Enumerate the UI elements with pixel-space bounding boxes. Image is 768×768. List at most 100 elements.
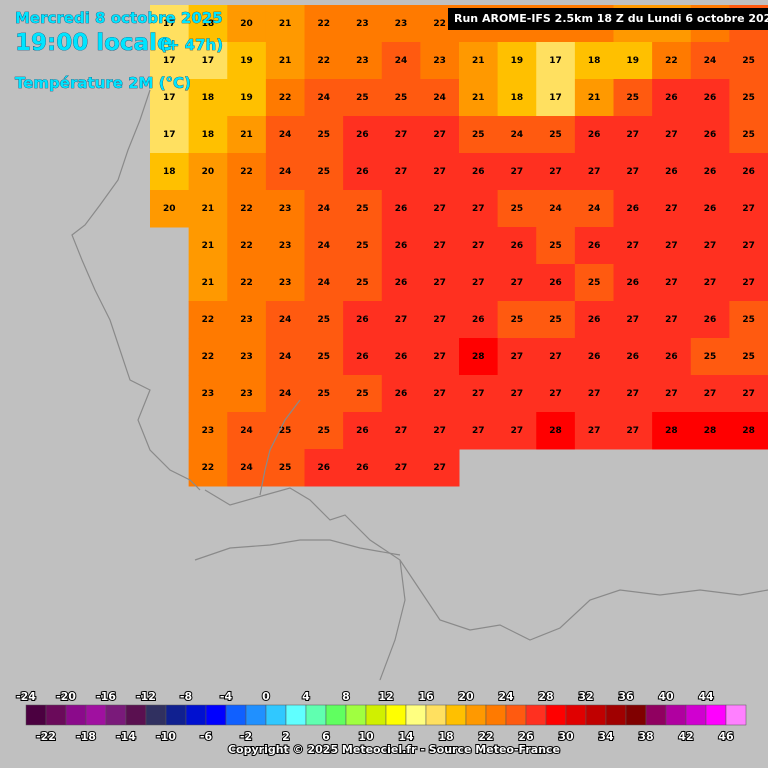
temperature-value: 27: [627, 130, 640, 140]
legend-label: 40: [658, 690, 674, 703]
temperature-cell: [574, 264, 614, 302]
temperature-cell: [613, 190, 653, 228]
legend-swatch: [725, 704, 747, 726]
temperature-cell: [574, 375, 614, 413]
temperature-cell: [343, 153, 383, 191]
temperature-cell: [652, 301, 692, 339]
temperature-value: 27: [588, 389, 601, 399]
temperature-value: 25: [318, 352, 331, 362]
legend-swatch: [665, 704, 687, 726]
temperature-cell: [343, 116, 383, 154]
temperature-value: 26: [395, 204, 408, 214]
temperature-value: 21: [202, 241, 215, 251]
temperature-cell: [265, 338, 305, 376]
temperature-cell: [188, 116, 228, 154]
temperature-cell: [536, 227, 576, 265]
legend-swatch: [405, 704, 427, 726]
temperature-cell: [729, 227, 768, 265]
temperature-cell: [381, 5, 421, 43]
temperature-cell: [304, 227, 344, 265]
run-banner: [448, 8, 768, 30]
temperature-cell: [613, 42, 653, 80]
temperature-value: 22: [240, 278, 253, 288]
temperature-cell: [613, 301, 653, 339]
legend-swatch: [45, 704, 67, 726]
temperature-value: 26: [549, 278, 562, 288]
temperature-value: 25: [395, 93, 408, 103]
temperature-cell: [265, 42, 305, 80]
legend-label: -16: [96, 690, 116, 703]
temperature-value: 27: [472, 278, 485, 288]
temperature-cell: [497, 301, 537, 339]
temperature-cell: [497, 338, 537, 376]
temperature-cell: [536, 116, 576, 154]
temperature-cell: [536, 412, 576, 450]
temperature-value: 18: [163, 167, 176, 177]
coastline: [194, 539, 401, 561]
temperature-cell: [459, 375, 499, 413]
temperature-cell: [690, 79, 730, 117]
temperature-cell: [265, 5, 305, 43]
temperature-cell: [613, 338, 653, 376]
temperature-value: 24: [240, 463, 253, 473]
legend-swatch: [425, 704, 447, 726]
temperature-cell: [304, 116, 344, 154]
temperature-value: 22: [202, 315, 215, 325]
temperature-cell: [729, 301, 768, 339]
temperature-cell: [420, 412, 460, 450]
temperature-value: 26: [665, 167, 678, 177]
temperature-value: 27: [433, 278, 446, 288]
temperature-cell: [690, 42, 730, 80]
temperature-value: 27: [704, 278, 717, 288]
temperature-cell: [265, 153, 305, 191]
temperature-cell: [420, 264, 460, 302]
legend-swatch: [305, 704, 327, 726]
temperature-value: 24: [279, 315, 292, 325]
temperature-value: 26: [704, 167, 717, 177]
coastlines: [71, 89, 768, 681]
temperature-value: 26: [356, 352, 369, 362]
temperature-value: 25: [356, 241, 369, 251]
temperature-cell: [420, 116, 460, 154]
legend-swatch: [565, 704, 587, 726]
temperature-value: 28: [472, 352, 485, 362]
temperature-cell: [304, 338, 344, 376]
temperature-cell: [150, 153, 190, 191]
temperature-value: 20: [240, 19, 253, 29]
temperature-cell: [574, 79, 614, 117]
legend-label: 14: [398, 730, 414, 743]
temperature-value: 17: [163, 130, 176, 140]
legend-swatch: [465, 704, 487, 726]
legend-label: -14: [116, 730, 136, 743]
temperature-cell: [536, 190, 576, 228]
temperature-value: 25: [588, 278, 601, 288]
temperature-cell: [188, 449, 228, 487]
temperature-value: 25: [742, 315, 755, 325]
legend-label: -4: [220, 690, 233, 703]
temperature-cell: [613, 412, 653, 450]
temperature-cell: [343, 227, 383, 265]
temperature-value: 25: [742, 130, 755, 140]
temperature-value: 21: [279, 19, 292, 29]
temperature-cell: [497, 79, 537, 117]
temperature-value: 27: [433, 352, 446, 362]
temperature-cell: [459, 79, 499, 117]
temperature-cell: [613, 79, 653, 117]
temperature-value: 18: [588, 56, 601, 66]
temperature-value: 25: [318, 167, 331, 177]
temperature-cell: [227, 449, 267, 487]
temperature-cell: [459, 116, 499, 154]
temperature-value: 27: [433, 204, 446, 214]
temperature-cell: [150, 5, 190, 43]
temperature-value: 17: [549, 56, 562, 66]
temperature-value: 25: [472, 130, 485, 140]
temperature-value: 17: [163, 93, 176, 103]
temperature-value: 26: [627, 278, 640, 288]
temperature-value: 22: [202, 352, 215, 362]
legend-label: -10: [156, 730, 176, 743]
temperature-cell: [574, 153, 614, 191]
temperature-cell: [265, 449, 305, 487]
legend-label: 34: [598, 730, 614, 743]
temperature-cell: [574, 227, 614, 265]
temperature-value: 25: [704, 352, 717, 362]
